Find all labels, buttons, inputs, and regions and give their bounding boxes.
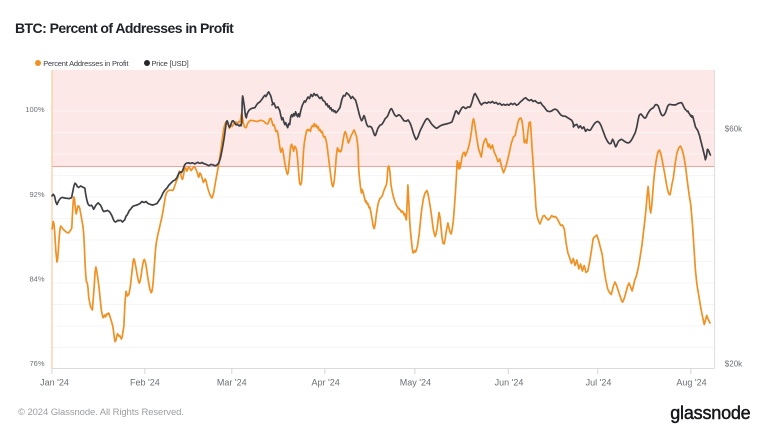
svg-text:Aug '24: Aug '24 [676, 377, 706, 387]
svg-text:Jun '24: Jun '24 [495, 377, 524, 387]
svg-text:May '24: May '24 [400, 377, 431, 387]
svg-text:$20k: $20k [725, 360, 743, 369]
svg-text:84%: 84% [29, 274, 44, 283]
svg-text:Feb '24: Feb '24 [130, 377, 160, 387]
svg-text:Mar '24: Mar '24 [217, 377, 247, 387]
svg-text:100%: 100% [25, 105, 45, 114]
svg-text:Jul '24: Jul '24 [586, 377, 612, 387]
svg-text:92%: 92% [29, 190, 44, 199]
svg-text:76%: 76% [29, 359, 44, 368]
svg-text:Jan '24: Jan '24 [40, 377, 69, 387]
svg-text:$60k: $60k [725, 125, 743, 134]
svg-text:Apr '24: Apr '24 [311, 377, 339, 387]
